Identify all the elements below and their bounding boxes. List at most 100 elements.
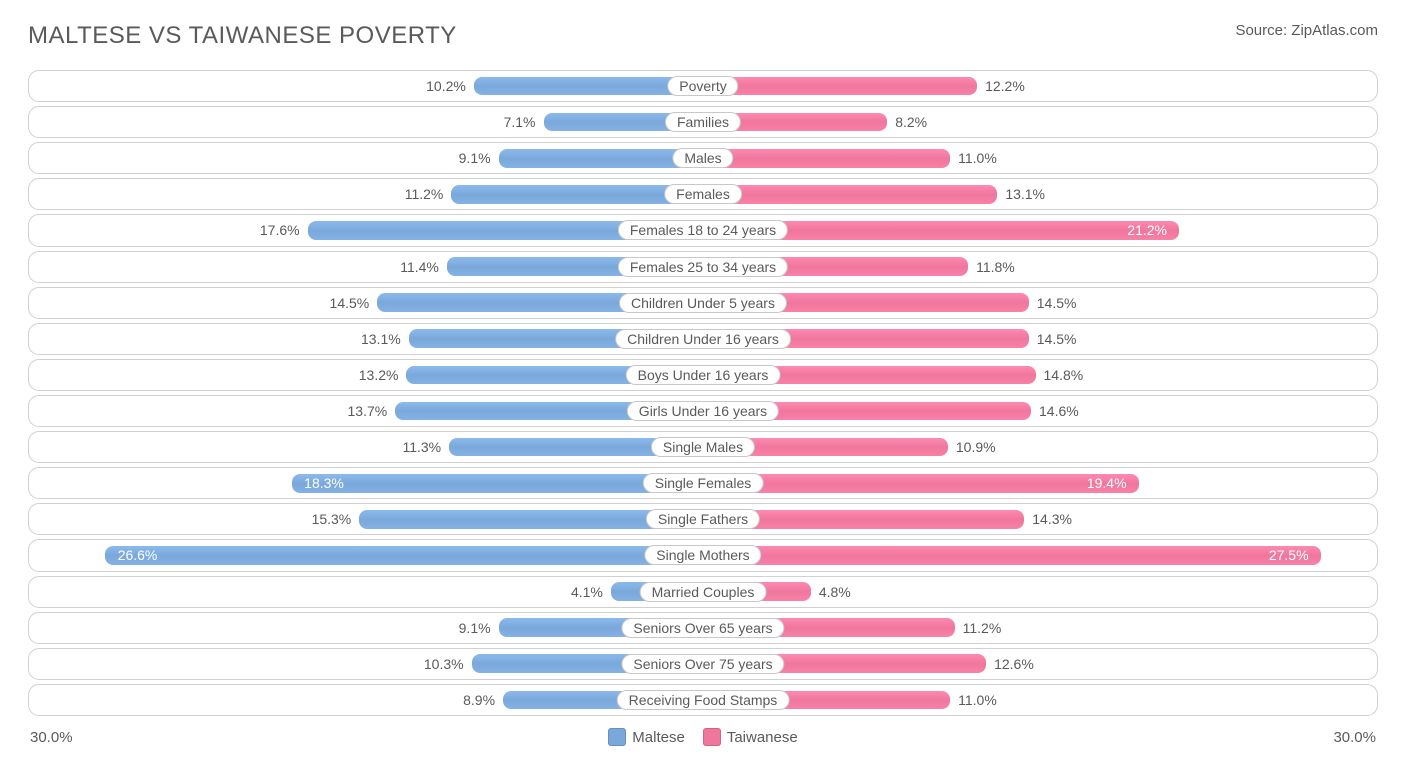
right-value: 11.2% [963,620,1002,636]
left-value: 7.1% [504,114,536,130]
left-value: 10.2% [426,78,466,94]
left-half: 17.6% [29,215,703,245]
category-label: Single Fathers [646,509,760,529]
category-label: Boys Under 16 years [626,365,781,385]
right-half: 27.5% [703,540,1377,570]
category-label: Females 18 to 24 years [618,220,788,240]
right-value: 12.2% [985,78,1025,94]
left-half: 10.3% [29,649,703,679]
right-half: 8.2% [703,107,1377,137]
category-label: Females [664,184,742,204]
left-value: 17.6% [260,222,300,238]
right-half: 10.9% [703,432,1377,462]
left-value: 13.7% [348,403,388,419]
left-half: 13.7% [29,396,703,426]
left-half: 11.4% [29,252,703,282]
chart-row: 11.3% 10.9% Single Males [28,431,1378,463]
right-half: 11.0% [703,685,1377,715]
left-value: 11.3% [402,439,441,455]
chart-row: 7.1%8.2%Families [28,106,1378,138]
left-value: 4.1% [571,584,603,600]
chart-row: 13.1% 14.5%Children Under 16 years [28,323,1378,355]
right-half: 12.6% [703,649,1377,679]
diverging-bar-chart: 10.2%12.2%Poverty7.1%8.2%Families9.1%11.… [28,70,1378,720]
right-half: 13.1% [703,179,1377,209]
chart-row: 8.9%11.0%Receiving Food Stamps [28,684,1378,716]
chart-row: 18.3%19.4%Single Females [28,467,1378,499]
left-half: 4.1% [29,577,703,607]
chart-row: 9.1% 11.0% Males [28,142,1378,174]
left-half: 8.9% [29,685,703,715]
right-half: 14.3% [703,504,1377,534]
right-value: 8.2% [895,114,927,130]
left-value: 26.6% [118,547,158,563]
left-half: 18.3% [29,468,703,498]
legend-swatch-right [703,728,721,746]
left-value: 8.9% [463,692,495,708]
left-half: 11.3% [29,432,703,462]
chart-row: 4.1% 4.8% Married Couples [28,576,1378,608]
chart-row: 10.3%12.6%Seniors Over 75 years [28,648,1378,680]
left-value: 14.5% [330,295,370,311]
right-value: 27.5% [1269,547,1309,563]
right-value: 13.1% [1005,186,1045,202]
right-value: 11.0% [958,692,997,708]
left-value: 18.3% [304,475,344,491]
chart-row: 9.1% 11.2% Seniors Over 65 years [28,612,1378,644]
footer: 30.0% Maltese Taiwanese 30.0% [28,720,1378,748]
legend-label-right: Taiwanese [727,729,798,746]
left-half: 7.1% [29,107,703,137]
left-bar [292,474,703,493]
category-label: Married Couples [640,582,767,602]
category-label: Seniors Over 65 years [621,618,784,638]
right-bar [703,474,1139,493]
right-value: 21.2% [1127,222,1167,238]
legend-item-right: Taiwanese [703,728,798,746]
category-label: Poverty [667,76,738,96]
left-half: 13.2% [29,360,703,390]
left-value: 15.3% [312,511,352,527]
right-value: 12.6% [994,656,1034,672]
left-value: 9.1% [459,620,491,636]
right-value: 14.5% [1037,295,1077,311]
right-value: 14.6% [1039,403,1079,419]
chart-row: 15.3% 14.3%Single Fathers [28,503,1378,535]
right-half: 14.5% [703,324,1377,354]
left-half: 9.1% [29,613,703,643]
chart-row: 11.2% 13.1% Females [28,178,1378,210]
right-bar [703,185,997,204]
right-value: 4.8% [819,584,851,600]
left-half: 14.5% [29,288,703,318]
left-value: 13.2% [359,367,399,383]
right-half: 12.2% [703,71,1377,101]
right-value: 11.0% [958,150,997,166]
category-label: Children Under 16 years [615,329,791,349]
right-half: 11.2% [703,613,1377,643]
legend: Maltese Taiwanese [608,728,797,746]
chart-row: 11.4%11.8%Females 25 to 34 years [28,251,1378,283]
chart-row: 13.2% 14.8%Boys Under 16 years [28,359,1378,391]
left-half: 9.1% [29,143,703,173]
left-half: 10.2% [29,71,703,101]
chart-row: 13.7% 14.6% Girls Under 16 years [28,395,1378,427]
right-half: 14.8% [703,360,1377,390]
chart-row: 10.2% 12.2% Poverty [28,70,1378,102]
axis-left-max: 30.0% [30,729,73,746]
left-value: 11.2% [405,186,444,202]
category-label: Females 25 to 34 years [618,257,788,277]
right-half: 14.6% [703,396,1377,426]
right-value: 10.9% [956,439,996,455]
left-value: 13.1% [361,331,401,347]
category-label: Single Males [651,437,755,457]
right-bar [703,77,977,96]
legend-swatch-left [608,728,626,746]
category-label: Girls Under 16 years [627,401,779,421]
chart-title: MALTESE VS TAIWANESE POVERTY [28,22,457,50]
right-half: 14.5% [703,288,1377,318]
category-label: Children Under 5 years [619,293,787,313]
chart-row: 17.6% 21.2% Females 18 to 24 years [28,214,1378,246]
category-label: Males [672,148,733,168]
left-value: 10.3% [424,656,464,672]
right-bar [703,149,950,168]
legend-item-left: Maltese [608,728,685,746]
